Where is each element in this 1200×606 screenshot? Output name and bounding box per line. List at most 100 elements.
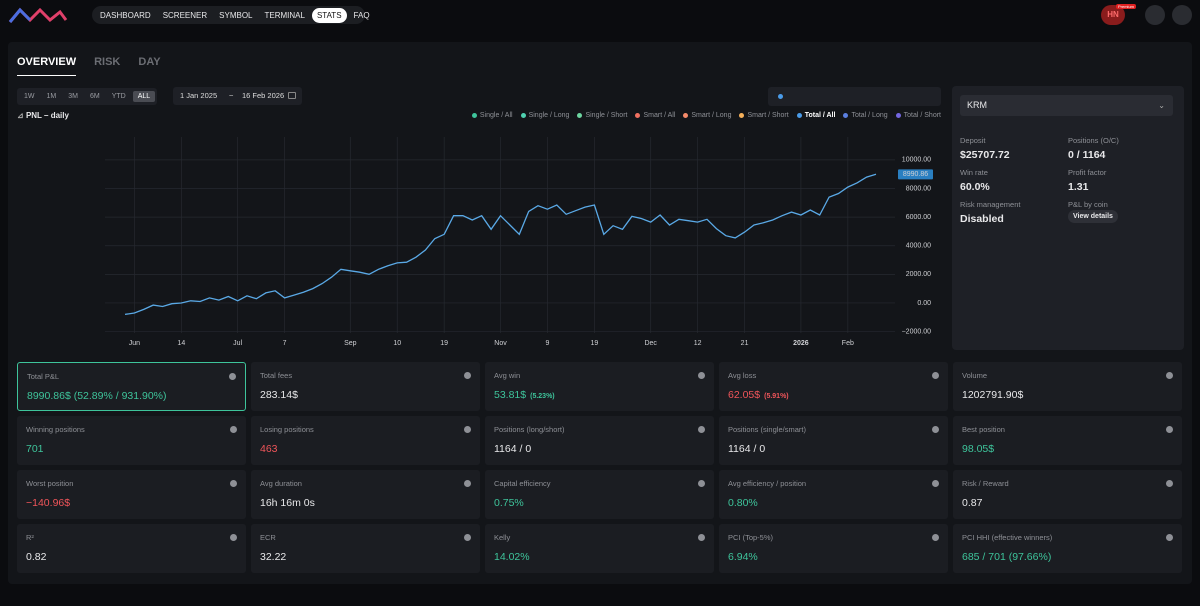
stat-value: 685 / 701 (97.66%) (962, 551, 1051, 563)
stat-card: Total fees 283.14$ (251, 362, 480, 411)
period-button[interactable]: 3M (68, 93, 78, 100)
stat-label: R² (26, 533, 34, 542)
stat-value-text: 62.05$ (728, 389, 761, 401)
period-button[interactable]: 1M (46, 93, 57, 100)
period-button[interactable]: YTD (111, 93, 126, 100)
field-label: Profit factor (1068, 168, 1107, 177)
nav-item[interactable]: SCREENER (162, 10, 208, 20)
legend-item[interactable]: Smart / Long (683, 112, 731, 119)
stat-value-text: 1164 / 0 (494, 443, 532, 455)
account-dropdown[interactable]: KRM ⌄ (960, 95, 1173, 116)
logo[interactable] (8, 6, 68, 26)
stat-label: Avg duration (260, 479, 302, 488)
nav-item[interactable]: SYMBOL (219, 10, 253, 20)
stat-value: 701 (26, 443, 44, 455)
nav-item[interactable]: DASHBOARD (100, 10, 151, 20)
nav-item[interactable]: FAQ (353, 10, 370, 20)
nav-item[interactable]: STATS (311, 7, 347, 23)
legend-item[interactable]: Total / Long (843, 112, 888, 119)
help-icon (932, 426, 939, 433)
legend-item[interactable]: Single / Short (577, 112, 627, 119)
help-icon (932, 372, 939, 379)
help-icon (698, 426, 705, 433)
stat-value-text: 283.14$ (260, 389, 298, 401)
stat-value-text: 98.05$ (962, 443, 995, 455)
stat-value: 463 (260, 443, 278, 455)
stat-value: −140.96$ (26, 497, 70, 509)
help-icon (1166, 534, 1173, 541)
field-label: Deposit (960, 136, 986, 145)
legend-item[interactable]: Smart / Short (739, 112, 789, 119)
legend-item[interactable]: Single / All (471, 112, 513, 119)
period-button[interactable]: 1W (24, 93, 35, 100)
legend-item[interactable]: Total / Short (895, 112, 941, 119)
stat-value: 0.75% (494, 497, 524, 509)
help-icon (464, 534, 471, 541)
nav-item[interactable]: TERMINAL (264, 10, 305, 20)
legend-label: Total / Short (903, 112, 941, 119)
stat-label: Volume (962, 371, 988, 380)
help-icon (698, 372, 705, 379)
date-range[interactable]: 1 Jan 2025 ~16 Feb 2026 (173, 87, 302, 105)
tab[interactable]: RISK (94, 56, 121, 68)
help-icon (1166, 426, 1173, 433)
stat-value: 53.81$ (5.23%) (494, 389, 555, 401)
stat-label: Avg loss (728, 371, 757, 380)
legend-item[interactable]: Smart / All (635, 112, 675, 119)
stat-value: 32.22 (260, 551, 286, 563)
period-button[interactable]: 6M (89, 93, 100, 100)
tab[interactable]: DAY (138, 56, 161, 68)
stat-value-text: 1202791.90$ (962, 389, 1024, 401)
stat-card: Volume 1202791.90$ (953, 362, 1182, 411)
legend-dot (683, 113, 689, 118)
help-icon (1166, 372, 1173, 379)
account-selected: KRM (967, 100, 987, 110)
stat-value-text: 0.75% (494, 497, 524, 509)
stat-value: 0.82 (26, 551, 46, 563)
stat-label: Total fees (260, 371, 293, 380)
stat-value-text: 16h 16m 0s (260, 497, 315, 509)
stat-card: Avg efficiency / position 0.80% (719, 470, 948, 519)
stat-value: 6.94% (728, 551, 758, 563)
field-value: 1.31 (1068, 181, 1089, 193)
search-bar[interactable] (768, 87, 941, 106)
stat-value: 16h 16m 0s (260, 497, 315, 509)
stat-value-text: 0.82 (26, 551, 47, 563)
stat-label: Best position (962, 425, 1005, 434)
help-icon (464, 480, 471, 487)
stat-card: Total P&L 8990.86$ (52.89% / 931.90%) (17, 362, 246, 411)
legend-dot (895, 113, 901, 118)
dropdown-arrow: ⌄ (1158, 101, 1165, 110)
field-label: P&L by coin (1068, 200, 1108, 209)
date-separator: ~ (229, 91, 234, 100)
date-to: 16 Feb 2026 (242, 91, 285, 100)
legend-label: Smart / Long (691, 112, 732, 119)
legend-item[interactable]: Total / All (796, 112, 835, 119)
premium-tag: Premium (1116, 4, 1137, 9)
status-dot (778, 94, 783, 99)
legend-label: Smart / All (643, 112, 676, 119)
chart-title: ⊿ PNL – daily (17, 111, 69, 120)
view-details-button[interactable]: View details (1068, 210, 1118, 223)
field-value: $25707.72 (960, 149, 1010, 161)
stat-label: ECR (260, 533, 276, 542)
stat-value-text: 1164 / 0 (728, 443, 766, 455)
help-icon (1166, 480, 1173, 487)
settings-button[interactable] (1172, 5, 1192, 25)
stat-label: Losing positions (260, 425, 314, 434)
tab[interactable]: OVERVIEW (17, 56, 77, 76)
stat-value-text: 8990.86$ (52.89% / 931.90%) (27, 390, 167, 402)
stat-card: Positions (long/short) 1164 / 0 (485, 416, 714, 465)
legend-dot (635, 113, 641, 118)
stat-label: PCI HHI (effective winners) (962, 533, 1053, 542)
notifications-button[interactable] (1145, 5, 1165, 25)
legend-label: Smart / Short (747, 112, 789, 119)
stat-value-sub: (5.23%) (530, 393, 555, 400)
stat-label: Kelly (494, 533, 511, 542)
stat-value: 98.05$ (962, 443, 994, 455)
period-button[interactable]: ALL (132, 91, 156, 102)
legend-item[interactable]: Single / Long (520, 112, 569, 119)
user-badge[interactable]: HN (1101, 5, 1125, 25)
stat-value-text: 14.02% (494, 551, 530, 563)
